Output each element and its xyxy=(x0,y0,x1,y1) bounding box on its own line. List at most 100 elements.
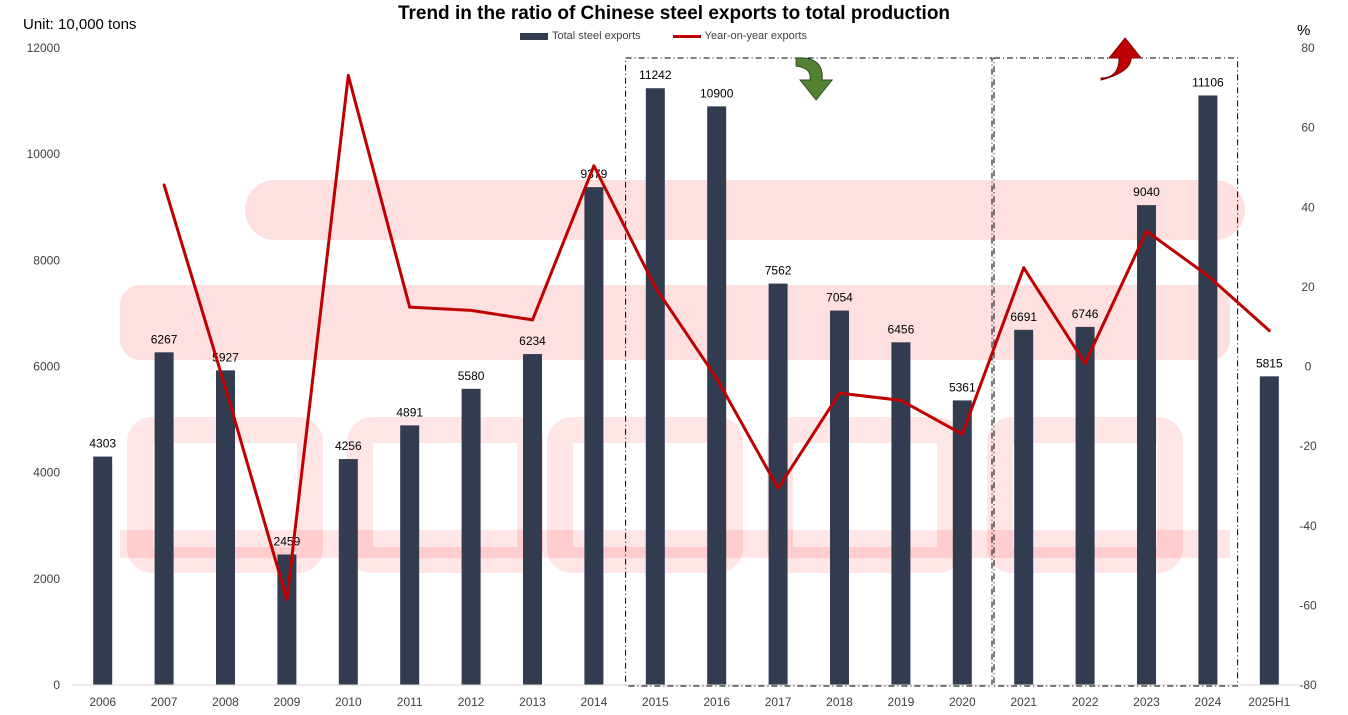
yoy-point-2013 xyxy=(531,318,534,322)
yoy-point-2023 xyxy=(1145,229,1148,233)
bar-2024 xyxy=(1198,95,1218,686)
yoy-point-2020 xyxy=(960,432,964,436)
bar-value-label: 11106 xyxy=(1192,75,1224,89)
bar-2023 xyxy=(1137,205,1156,686)
yoy-point-2007 xyxy=(162,183,166,187)
left-tick-label: 10000 xyxy=(27,147,61,161)
x-tick-label: 2007 xyxy=(151,695,178,709)
watermark-stroke-middle xyxy=(120,285,1230,360)
left-tick-label: 6000 xyxy=(33,360,60,374)
chart-title: Trend in the ratio of Chinese steel expo… xyxy=(397,3,951,24)
left-tick-label: 4000 xyxy=(33,466,60,480)
legend-line-swatch xyxy=(672,34,701,38)
bar-value-label: 6456 xyxy=(888,322,915,336)
bar-2021 xyxy=(1014,329,1034,685)
x-tick-label: 2023 xyxy=(1133,695,1160,709)
legend: Total steel exports Year-on-year exports xyxy=(520,30,839,42)
bar-value-label: 4256 xyxy=(335,439,362,453)
trend-arrows xyxy=(795,37,1143,101)
bar-value-label: 9040 xyxy=(1133,185,1160,199)
x-tick-label: 2012 xyxy=(458,695,485,709)
yoy-point-2017 xyxy=(776,486,780,490)
bar-value-label: 5815 xyxy=(1256,356,1283,370)
yoy-point-2025H1 xyxy=(1267,329,1271,333)
bar-2017 xyxy=(768,283,788,685)
bar-value-label: 6234 xyxy=(519,334,546,348)
bar-2007 xyxy=(154,352,174,685)
right-axis-unit: % xyxy=(1297,22,1311,39)
right-tick-label: -40 xyxy=(1299,519,1317,533)
bar-2006 xyxy=(93,456,113,685)
yoy-point-2010 xyxy=(346,73,350,77)
legend-bar-swatch xyxy=(520,32,548,40)
left-tick-label: 8000 xyxy=(33,253,60,267)
line-series xyxy=(162,73,1271,601)
yoy-point-2022 xyxy=(1083,361,1087,365)
bar-2025H1 xyxy=(1259,376,1279,685)
x-tick-label: 2020 xyxy=(949,695,976,709)
bar-value-label: 5580 xyxy=(458,369,485,383)
bar-2019 xyxy=(891,342,911,685)
x-tick-label: 2016 xyxy=(703,695,730,709)
bar-value-label: 2459 xyxy=(274,534,301,548)
x-tick-label: 2014 xyxy=(581,695,608,709)
legend-label-bars: Total steel exports xyxy=(552,30,641,42)
left-axis: 0 2000 4000 6000 8000 10000 12000 xyxy=(27,41,61,692)
bar-2008 xyxy=(216,370,235,685)
bar-2015 xyxy=(645,88,665,685)
x-tick-label: 2006 xyxy=(89,695,116,709)
watermark-glyph-2 xyxy=(547,417,743,573)
x-tick-label: 2025H1 xyxy=(1248,695,1290,709)
bar-2016 xyxy=(707,106,727,686)
yoy-point-2019 xyxy=(899,398,903,402)
watermark-stroke-top xyxy=(245,180,1245,240)
up-arrow-icon xyxy=(1100,37,1143,81)
yoy-point-2014 xyxy=(592,164,596,168)
bar-2022 xyxy=(1075,326,1095,685)
bar-value-label: 10900 xyxy=(700,86,734,100)
bar-data-labels: 4303626759272459425648915580623493791124… xyxy=(89,68,1283,548)
yoy-point-2021 xyxy=(1022,266,1026,270)
right-tick-label: 60 xyxy=(1301,121,1315,135)
yoy-point-2015 xyxy=(653,285,657,289)
bar-2014 xyxy=(584,187,604,686)
x-tick-label: 2009 xyxy=(274,695,301,709)
bar-value-label: 4891 xyxy=(396,405,423,419)
bar-value-label: 6746 xyxy=(1072,307,1099,321)
bar-value-label: 7562 xyxy=(765,264,792,278)
left-tick-label: 0 xyxy=(53,678,60,692)
yoy-point-2008 xyxy=(224,386,227,390)
right-tick-label: 20 xyxy=(1301,280,1315,294)
bar-value-label: 7054 xyxy=(826,291,853,305)
bar-2013 xyxy=(523,354,542,685)
right-tick-label: -20 xyxy=(1299,439,1317,453)
legend-item-line: Year-on-year exports xyxy=(672,30,807,42)
bar-value-label: 11242 xyxy=(639,68,672,82)
x-tick-label: 2010 xyxy=(335,695,362,709)
right-tick-label: 40 xyxy=(1301,200,1315,214)
x-tick-label: 2008 xyxy=(212,695,239,709)
bar-2012 xyxy=(461,388,481,685)
right-tick-label: -60 xyxy=(1299,598,1317,612)
right-tick-label: 0 xyxy=(1305,360,1312,374)
yoy-point-2016 xyxy=(715,376,719,380)
bar-2010 xyxy=(338,459,358,685)
watermark-stroke-bottom xyxy=(120,530,1230,558)
x-axis: 2006 2007 2008 2009 2010 2011 2012 2013 2014 2015… xyxy=(72,684,1300,709)
x-tick-label: 2015 xyxy=(642,695,669,709)
bar-value-label: 6267 xyxy=(151,332,178,346)
left-axis-unit: Unit: 10,000 tons xyxy=(23,16,137,33)
bar-value-label: 5927 xyxy=(212,350,239,364)
bar-value-label: 6691 xyxy=(1010,310,1037,324)
right-axis: -80 -60 -40 -20 0 20 40 60 80 xyxy=(1299,41,1317,692)
bar-2018 xyxy=(830,310,849,685)
x-tick-label: 2013 xyxy=(519,695,546,709)
x-tick-label: 2024 xyxy=(1195,695,1222,709)
yoy-point-2009 xyxy=(285,597,289,601)
right-tick-label: 80 xyxy=(1301,41,1315,55)
left-tick-label: 2000 xyxy=(33,572,60,586)
yoy-point-2018 xyxy=(838,391,841,395)
yoy-point-2011 xyxy=(408,305,412,309)
bar-value-label: 4303 xyxy=(89,437,116,451)
